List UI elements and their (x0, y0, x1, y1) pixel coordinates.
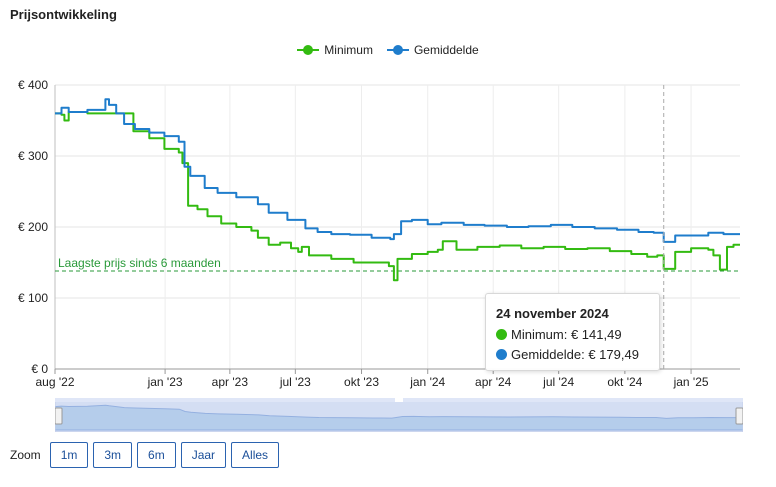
x-tick-label: aug '22 (36, 375, 75, 389)
tooltip-dot-gemiddelde (496, 349, 507, 360)
tooltip-value-minimum: Minimum: € 141,49 (511, 327, 622, 342)
navigator-series (55, 404, 743, 431)
zoom-6m-button[interactable]: 6m (137, 442, 176, 468)
navigator-scrollbar-grip[interactable] (395, 398, 403, 402)
tooltip-row-minimum: Minimum: € 141,49 (496, 327, 649, 342)
legend-item-gemiddelde[interactable]: Gemiddelde (386, 40, 479, 60)
tooltip-value-gemiddelde: Gemiddelde: € 179,49 (511, 347, 639, 362)
tooltip-date: 24 november 2024 (496, 306, 609, 321)
legend-swatch-minimum (297, 44, 320, 56)
x-tick-label: jan '23 (147, 375, 183, 389)
zoom-alles-button[interactable]: Alles (231, 442, 280, 468)
axes: € 0 € 100 € 200 € 300 € 400 aug '22 jan '23 apr… (18, 78, 740, 389)
zoom-3m-button[interactable]: 3m (93, 442, 133, 468)
zoom-label: Zoom (10, 448, 41, 462)
legend: Minimum Gemiddelde (0, 40, 776, 60)
legend-label-minimum: Minimum (324, 43, 373, 57)
x-tick-label: okt '23 (344, 375, 379, 389)
y-tick-label: € 0 (31, 362, 48, 376)
zoom-1m-button[interactable]: 1m (49, 442, 89, 468)
reference-line-group: Laagste prijs sinds 6 maanden (55, 256, 740, 272)
y-tick-label: € 400 (18, 78, 48, 92)
legend-label-gemiddelde: Gemiddelde (413, 43, 479, 57)
series-lines (55, 98, 740, 282)
zoom-controls: Zoom 1m 3m 6m Jaar Alles (10, 441, 280, 469)
x-tick-label: jan '24 (409, 375, 445, 389)
tooltip: 24 november 2024 Minimum: € 141,49 Gemid… (485, 293, 660, 371)
chart-title: Prijsontwikkeling (10, 7, 117, 22)
zoom-jaar-button[interactable]: Jaar (180, 442, 227, 468)
legend-swatch-gemiddelde (386, 44, 409, 56)
x-tick-label: jul '23 (279, 375, 311, 389)
x-tick-label: okt '24 (607, 375, 642, 389)
series-line-minimum (55, 111, 740, 282)
x-tick-label: apr '24 (475, 375, 512, 389)
y-tick-label: € 200 (18, 220, 48, 234)
legend-item-minimum[interactable]: Minimum (297, 40, 373, 60)
navigator[interactable] (55, 398, 743, 432)
x-tick-label: jan '25 (673, 375, 709, 389)
y-tick-label: € 300 (18, 149, 48, 163)
tooltip-dot-minimum (496, 329, 507, 340)
navigator-handle-right[interactable] (735, 407, 743, 425)
series-line-gemiddelde (55, 98, 740, 243)
navigator-mask (55, 398, 743, 432)
navigator-background (55, 398, 743, 432)
x-tick-label: apr '23 (212, 375, 249, 389)
reference-line-label: Laagste prijs sinds 6 maanden (58, 256, 221, 270)
navigator-handle-left[interactable] (55, 407, 63, 425)
tooltip-row-gemiddelde: Gemiddelde: € 179,49 (496, 347, 649, 362)
x-tick-label: jul '24 (542, 375, 574, 389)
y-tick-label: € 100 (18, 291, 48, 305)
price-chart[interactable]: € 0 € 100 € 200 € 300 € 400 aug '22 jan '23 apr… (0, 0, 776, 440)
